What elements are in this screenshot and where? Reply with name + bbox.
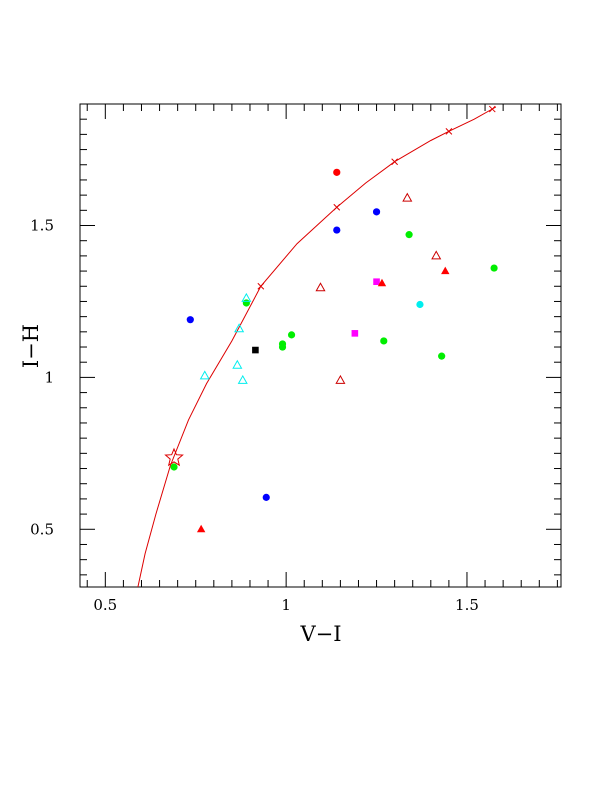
data-point-triangle [377, 278, 387, 287]
x-axis-title: V−I [299, 622, 341, 646]
data-point-triangle-open [234, 323, 245, 333]
y-tick-label: 1.5 [30, 217, 54, 235]
curve-cross-marker [391, 158, 398, 166]
plot-frame [79, 103, 562, 588]
curve-cross-marker [488, 105, 496, 113]
data-point-triangle-open [335, 374, 346, 384]
curve-cross-marker [445, 127, 453, 135]
model-curve [137, 106, 497, 587]
data-point-circle [438, 352, 446, 360]
curve-cross-marker [257, 282, 265, 290]
x-tick-label: 0.5 [93, 596, 117, 614]
data-point-circle [262, 493, 270, 501]
data-point-circle [242, 299, 250, 307]
data-point-triangle [196, 524, 206, 533]
data-point-square [351, 330, 359, 337]
data-point-triangle-open [315, 282, 326, 292]
y-axis-title: I−H [19, 324, 43, 368]
data-point-circle [170, 463, 178, 471]
reference-star-marker [164, 447, 184, 467]
data-point-circle [372, 208, 381, 216]
model-curve-layer [137, 105, 497, 587]
y-tick-label: 1 [44, 368, 54, 386]
data-point-circle [490, 264, 498, 272]
y-tick-label: 0.5 [30, 520, 54, 538]
curve-cross-marker [333, 203, 341, 211]
data-point-circle [287, 331, 296, 339]
data-point-triangle-open [431, 250, 442, 260]
axis-ticks [80, 103, 561, 587]
data-point-square [252, 346, 259, 354]
data-point-circle [333, 226, 341, 234]
data-points-layer [164, 168, 498, 533]
data-point-circle [380, 337, 388, 345]
data-point-triangle-open [237, 374, 248, 384]
x-tick-label: 1 [281, 596, 291, 614]
data-point-circle [333, 168, 341, 176]
data-point-circle [278, 343, 287, 351]
data-point-circle [186, 316, 194, 324]
data-point-triangle-open [241, 292, 252, 302]
data-point-triangle-open [199, 370, 210, 380]
x-tick-label: 1.5 [455, 596, 479, 614]
data-point-triangle-open [402, 192, 413, 202]
data-point-triangle [441, 266, 450, 275]
data-point-triangle-open [232, 359, 243, 369]
data-point-circle [405, 231, 413, 239]
data-point-square [373, 278, 380, 286]
tick-labels: 0.5 1 1.5 0.5 1 1.5 [30, 217, 479, 614]
data-point-circle [416, 300, 424, 309]
